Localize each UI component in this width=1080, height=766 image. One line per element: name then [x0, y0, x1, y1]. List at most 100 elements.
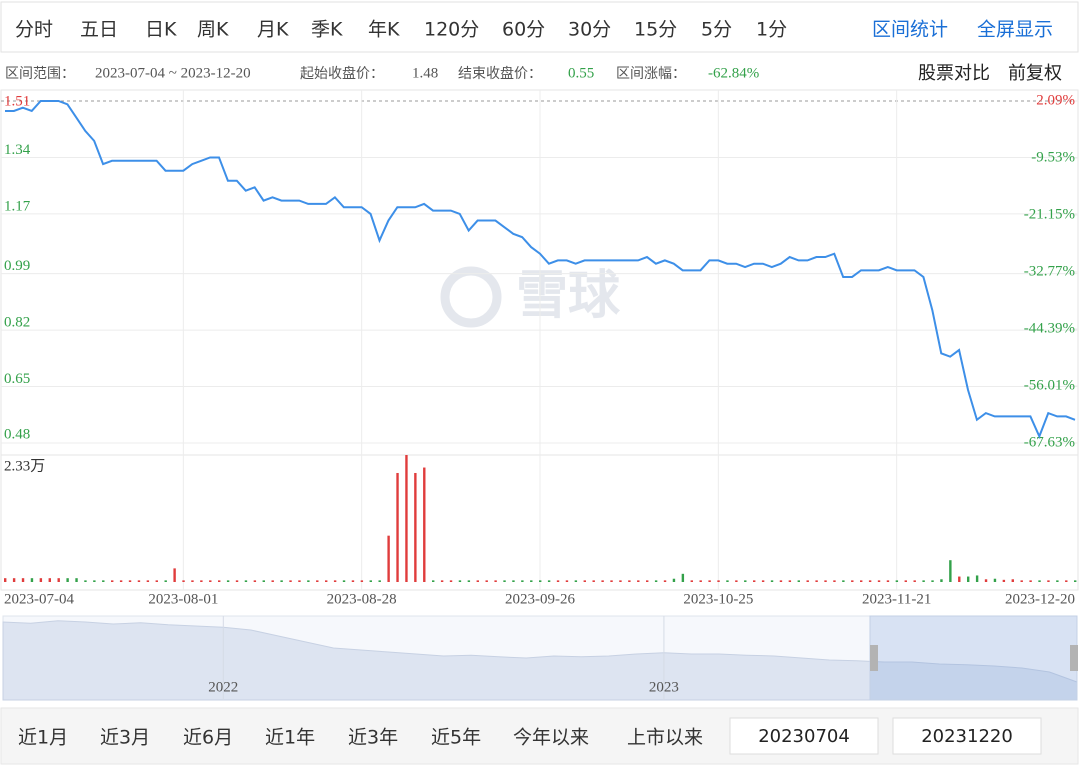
- volume-bar: [672, 578, 676, 582]
- volume-bar: [833, 580, 836, 582]
- period-tab[interactable]: 月K: [257, 19, 289, 41]
- volume-bar: [396, 472, 399, 582]
- volume-bar: [556, 580, 560, 582]
- volume-bar: [280, 580, 283, 582]
- volume-bar: [770, 580, 774, 582]
- volume-bar: [601, 580, 604, 582]
- volume-bar: [262, 580, 265, 582]
- y2-tick-label: -44.39%: [1024, 320, 1075, 336]
- y2-tick-label: -56.01%: [1024, 377, 1075, 393]
- volume-bar: [325, 580, 328, 582]
- range-button[interactable]: 上市以来: [627, 727, 703, 749]
- date-input-text: 20230704: [758, 726, 850, 747]
- volume-bar: [342, 580, 346, 582]
- period-tab[interactable]: 季K: [311, 19, 343, 41]
- volume-bar: [726, 580, 729, 582]
- volume-bar: [316, 580, 319, 582]
- summary-range: 2023-07-04 ~ 2023-12-20: [95, 65, 251, 81]
- period-tab[interactable]: 周K: [197, 19, 229, 41]
- toolbar-action[interactable]: 全屏显示: [977, 19, 1053, 41]
- volume-bar: [646, 580, 649, 582]
- volume-bar: [405, 455, 408, 582]
- volume-bar: [12, 578, 16, 582]
- navigator-label: 2022: [208, 679, 238, 695]
- volume-bar: [940, 579, 943, 582]
- volume-bar: [1065, 580, 1068, 582]
- navigator-window[interactable]: [869, 615, 1078, 701]
- volume-bar: [494, 580, 497, 582]
- volume-bar: [467, 580, 471, 582]
- volume-bar: [1020, 580, 1023, 582]
- range-button[interactable]: 近3年: [348, 727, 398, 749]
- period-tab[interactable]: 60分: [502, 19, 545, 41]
- volume-bar: [66, 578, 69, 582]
- volume-bar: [797, 580, 800, 582]
- x-tick-label: 2023-09-26: [505, 591, 575, 607]
- volume-bar: [102, 580, 105, 582]
- range-button[interactable]: 近6月: [183, 727, 233, 749]
- range-button[interactable]: 近1月: [18, 727, 68, 749]
- summary-change-label: 区间涨幅：: [616, 66, 686, 82]
- volume-bar: [57, 578, 60, 582]
- navigator-area: [2, 620, 1078, 701]
- x-tick-label: 2023-11-21: [862, 591, 931, 607]
- watermark: 雪球: [516, 266, 621, 326]
- volume-bar: [565, 580, 569, 582]
- date-input[interactable]: [892, 717, 1042, 755]
- y2-tick-label: -32.77%: [1024, 263, 1075, 279]
- volume-bar: [815, 580, 818, 582]
- volume-bar: [333, 580, 337, 582]
- option-button[interactable]: 前复权: [1008, 63, 1062, 84]
- volume-bar: [975, 575, 979, 582]
- period-tab[interactable]: 120分: [424, 19, 479, 41]
- volume-bar: [449, 580, 453, 582]
- toolbar-action[interactable]: 区间统计: [872, 19, 948, 41]
- period-tab[interactable]: 5分: [701, 19, 732, 41]
- period-tab[interactable]: 1分: [756, 19, 787, 41]
- period-tab[interactable]: 分时: [15, 19, 53, 41]
- watermark-logo: [440, 266, 502, 328]
- volume-bar: [271, 580, 274, 582]
- volume-bar: [958, 576, 961, 582]
- period-tab[interactable]: 30分: [568, 19, 611, 41]
- date-input[interactable]: [729, 717, 879, 755]
- volume-bar: [432, 580, 435, 582]
- navigator-handle[interactable]: [1070, 645, 1078, 671]
- x-tick-label: 2023-08-01: [148, 591, 218, 607]
- volume-bar: [779, 580, 783, 582]
- volume-bar: [744, 580, 747, 582]
- period-tab[interactable]: 年K: [368, 19, 400, 41]
- volume-bar: [913, 580, 916, 582]
- volume-bar: [868, 580, 872, 582]
- volume-bar: [1074, 580, 1077, 582]
- volume-bar: [583, 580, 586, 582]
- volume-bar: [387, 535, 390, 582]
- volume-bar: [851, 580, 854, 582]
- x-tick-label: 2023-08-28: [327, 591, 397, 607]
- volume-bar: [993, 578, 997, 582]
- navigator-handle[interactable]: [870, 645, 878, 671]
- volume-bar: [307, 580, 310, 582]
- volume-bar: [699, 580, 702, 582]
- volume-bar: [235, 580, 239, 582]
- range-button[interactable]: 近1年: [265, 727, 315, 749]
- period-tab[interactable]: 15分: [634, 19, 677, 41]
- period-tab[interactable]: 日K: [145, 19, 177, 41]
- range-button[interactable]: 近5年: [431, 727, 481, 749]
- volume-bar: [137, 580, 141, 582]
- option-button[interactable]: 股票对比: [918, 63, 990, 84]
- x-tick-label: 2023-12-20: [1005, 591, 1075, 607]
- volume-bar: [1038, 580, 1041, 582]
- volume-bar: [93, 580, 96, 582]
- volume-bar: [209, 580, 212, 582]
- period-tab[interactable]: 五日: [80, 19, 118, 41]
- volume-bar: [842, 580, 845, 582]
- volume-bar: [226, 580, 230, 582]
- range-button[interactable]: 近3月: [100, 727, 150, 749]
- range-button[interactable]: 今年以来: [513, 727, 589, 749]
- volume-bar: [530, 580, 533, 582]
- y2-tick-label: -9.53%: [1031, 149, 1075, 165]
- volume-bar: [173, 568, 176, 582]
- volume-bar: [244, 580, 248, 582]
